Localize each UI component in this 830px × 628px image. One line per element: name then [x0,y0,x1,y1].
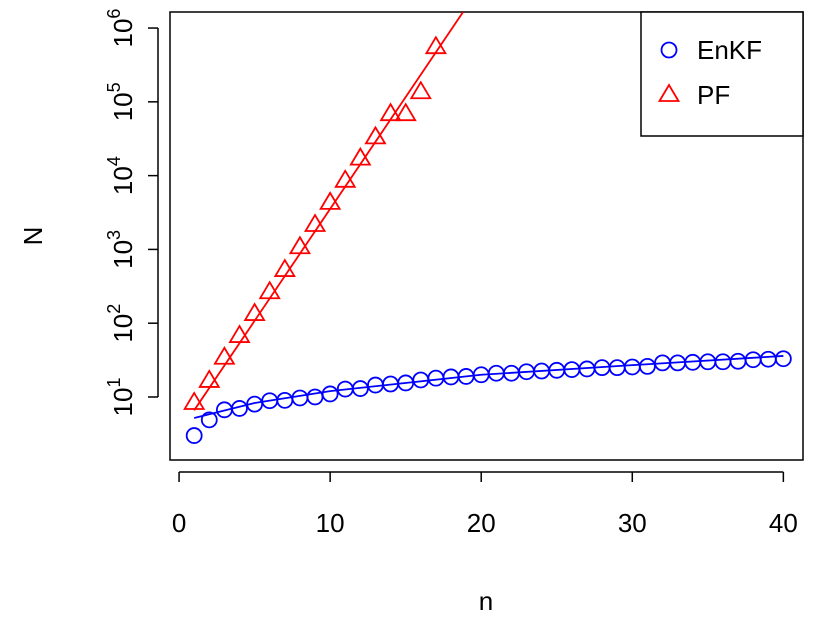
point [200,411,218,429]
y-tick-exponent: 2 [104,304,124,314]
point [258,280,281,300]
series [185,350,792,444]
point [303,213,327,232]
y-tick-base: 10 [108,314,138,343]
point [213,346,236,365]
y-tick-label: 102 [104,304,138,343]
point [334,169,357,188]
point [394,102,417,122]
point [306,388,324,406]
point [183,391,206,410]
y-tick-label: 101 [104,378,138,417]
point [424,35,447,55]
x-tick-label: 20 [467,508,496,538]
point [198,369,221,388]
point [608,359,626,377]
point [774,350,792,368]
point [364,125,387,145]
point [319,191,342,210]
y-tick-label: 105 [104,82,138,121]
point [321,385,339,403]
y-tick-base: 10 [108,166,138,195]
point [185,427,203,444]
y-tick-exponent: 1 [104,378,124,388]
legend-marker [657,83,681,102]
fit-line [193,355,784,419]
point [623,358,641,376]
legend-marker [660,41,678,59]
legend-label: EnKF [697,35,762,65]
point [409,80,432,100]
point [291,389,309,407]
plot-box [169,11,804,461]
point [231,400,248,417]
y-tick-label: 104 [104,156,138,195]
y-tick-exponent: 4 [104,156,124,166]
y-tick-base: 10 [108,240,138,269]
point [276,391,294,409]
x-tick-label: 40 [769,508,798,538]
point [427,369,445,387]
point [638,357,656,375]
x-tick-label: 0 [172,508,186,538]
point [349,146,372,166]
point [288,235,312,255]
fit-line [193,12,464,411]
point [379,102,402,122]
point [243,302,266,321]
y-tick-exponent: 3 [104,230,124,240]
point [759,350,777,368]
x-tick-label: 10 [316,508,345,538]
point [744,351,762,369]
y-tick-base: 10 [108,92,138,121]
y-tick-base: 10 [108,19,138,48]
point [228,324,251,343]
y-tick-base: 10 [108,388,138,417]
x-axis-label: n [479,586,493,616]
y-tick-label: 103 [104,230,138,269]
point [729,352,747,370]
series [183,12,464,411]
point [273,258,296,277]
legend-box [640,11,804,137]
point [699,353,717,371]
legend-label: PF [697,80,730,110]
y-tick-exponent: 5 [104,82,124,92]
y-axis-label: N [18,227,48,246]
y-tick-label: 106 [104,9,138,48]
x-tick-label: 30 [618,508,647,538]
y-tick-exponent: 6 [104,9,124,19]
point [714,353,732,371]
